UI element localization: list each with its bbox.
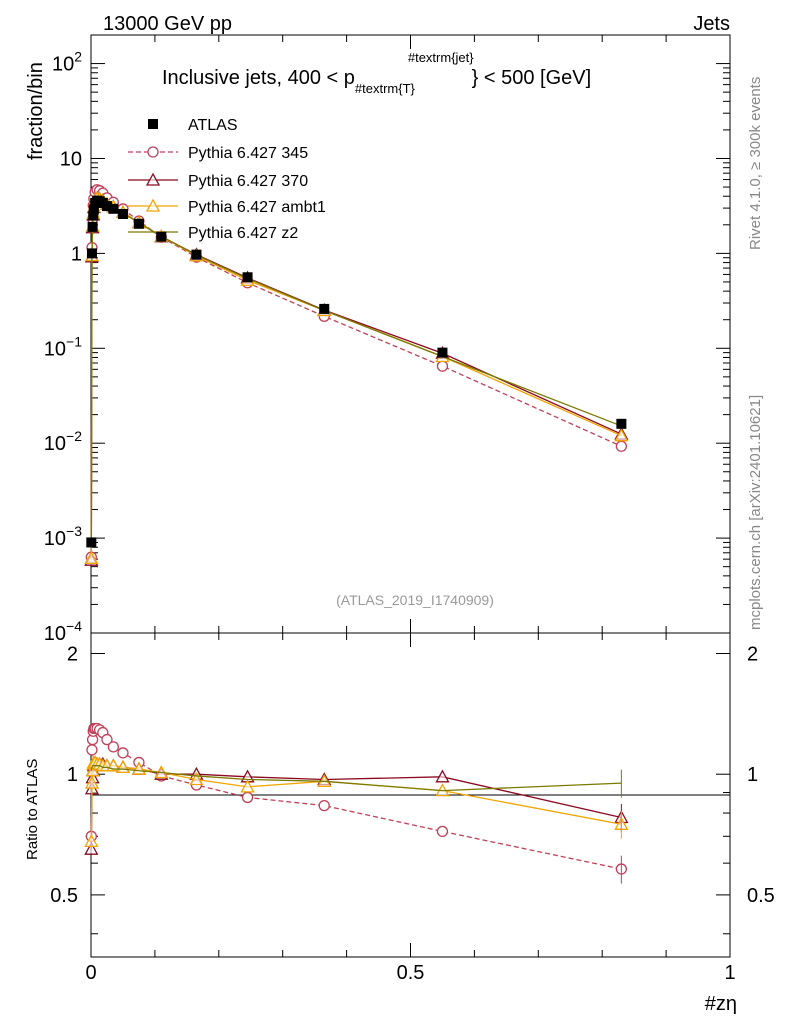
y-tick-label: 10−2 bbox=[44, 428, 82, 455]
atlas-point bbox=[88, 210, 99, 221]
chart-title: Inclusive jets, 400 < p#textrm{T} #textrm… bbox=[162, 50, 591, 96]
x-tick-label: 0 bbox=[85, 962, 96, 984]
legend: ATLAS Pythia 6.427 345 Pythia 6.427 370 Pyt… bbox=[128, 117, 326, 242]
source-label: mcplots.cern.ch [arXiv:2401.10621] bbox=[747, 395, 764, 630]
series-point bbox=[614, 428, 629, 442]
ratio-tick-label: 0.5 bbox=[50, 885, 78, 907]
y-tick-label: 102 bbox=[52, 49, 82, 76]
legend-label: Pythia 6.427 345 bbox=[188, 145, 308, 162]
series-line-Pythia-6.427-370 bbox=[90, 197, 622, 561]
y-axis-label: fraction/bin bbox=[25, 62, 47, 160]
ratio-tick-label-right: 0.5 bbox=[747, 885, 775, 907]
rivet-label: Rivet 4.1.0, ≥ 300k events bbox=[747, 77, 764, 250]
header-right: Jets bbox=[693, 13, 730, 35]
legend-label: Pythia 6.427 ambt1 bbox=[188, 199, 326, 216]
ratio-point bbox=[240, 779, 255, 793]
atlas-point bbox=[86, 537, 97, 548]
ratio-tick-label-right: 2 bbox=[747, 644, 758, 666]
series-line-Pythia-6.427-345 bbox=[90, 189, 622, 558]
atlas-point bbox=[101, 201, 112, 212]
atlas-point bbox=[86, 248, 97, 259]
ratio-y-axis-label: Ratio to ATLAS bbox=[24, 759, 41, 860]
ratio-line-Pythia-6.427-370 bbox=[90, 763, 622, 850]
chart-title-sup: #textrm{jet} bbox=[408, 50, 474, 65]
ratio-point bbox=[107, 741, 120, 753]
y-tick-label: 10 bbox=[60, 148, 82, 170]
x-axis-label: #zη bbox=[705, 993, 737, 1015]
legend-label: Pythia 6.427 z2 bbox=[188, 225, 298, 242]
chart-title-post: } < 500 [GeV] bbox=[472, 67, 592, 89]
series-point bbox=[84, 550, 99, 564]
ratio-point bbox=[189, 772, 204, 786]
ratio-point bbox=[435, 769, 450, 783]
legend-label: ATLAS bbox=[188, 117, 238, 134]
ratio-point bbox=[84, 775, 100, 789]
main-panel-frame bbox=[90, 34, 731, 634]
atlas-point bbox=[319, 303, 330, 314]
series-line-Pythia-6.427-ambt1 bbox=[90, 197, 622, 559]
ratio-point bbox=[241, 791, 254, 804]
atlas-point bbox=[242, 272, 253, 283]
atlas-point bbox=[191, 249, 202, 260]
ratio-line-Pythia-6.427-z2 bbox=[90, 765, 622, 792]
y-tick-label: 10−3 bbox=[44, 523, 82, 550]
ratio-tick-label: 2 bbox=[67, 644, 78, 666]
ratio-line-Pythia-6.427-ambt1 bbox=[90, 761, 622, 842]
ratio-tick-label: 1 bbox=[67, 764, 78, 786]
series-point bbox=[436, 360, 449, 372]
atlas-point bbox=[117, 208, 128, 219]
atlas-point bbox=[88, 204, 99, 215]
y-tick-label: 10−4 bbox=[44, 618, 82, 645]
legend-label: Pythia 6.427 370 bbox=[188, 173, 308, 190]
chart-title-sub: #textrm{T} bbox=[355, 81, 416, 96]
atlas-point bbox=[108, 203, 119, 214]
ratio-point bbox=[84, 841, 99, 855]
header-left: 13000 GeV pp bbox=[103, 13, 232, 35]
ratio-point bbox=[436, 825, 449, 838]
ratio-point bbox=[101, 733, 113, 746]
ratio-point bbox=[85, 763, 100, 777]
analysis-id: (ATLAS_2019_I1740909) bbox=[336, 592, 494, 608]
ratio-point bbox=[84, 833, 99, 848]
y-tick-label: 10−1 bbox=[44, 333, 82, 360]
legend-marker bbox=[148, 119, 158, 129]
atlas-point bbox=[616, 418, 627, 429]
legend-marker bbox=[147, 146, 159, 158]
x-tick-label: 1 bbox=[724, 962, 735, 984]
ratio-point bbox=[117, 747, 129, 759]
legend-marker bbox=[145, 198, 161, 212]
ratio-series-group bbox=[84, 722, 629, 884]
x-tick-label: 0.5 bbox=[397, 962, 425, 984]
main-series-group bbox=[84, 184, 629, 566]
series-line-Pythia-6.427-z2 bbox=[90, 197, 622, 542]
series-point bbox=[615, 440, 628, 452]
atlas-point bbox=[87, 221, 98, 232]
ratio-tick-label-right: 1 bbox=[747, 764, 758, 786]
atlas-point bbox=[156, 231, 167, 242]
y-tick-label: 1 bbox=[71, 243, 82, 265]
ratio-point bbox=[86, 744, 98, 756]
atlas-point bbox=[133, 218, 144, 229]
atlas-point bbox=[437, 347, 448, 358]
chart-title-pre: Inclusive jets, 400 < p bbox=[162, 67, 355, 89]
ratio-point bbox=[318, 799, 330, 812]
legend-marker bbox=[145, 172, 161, 186]
